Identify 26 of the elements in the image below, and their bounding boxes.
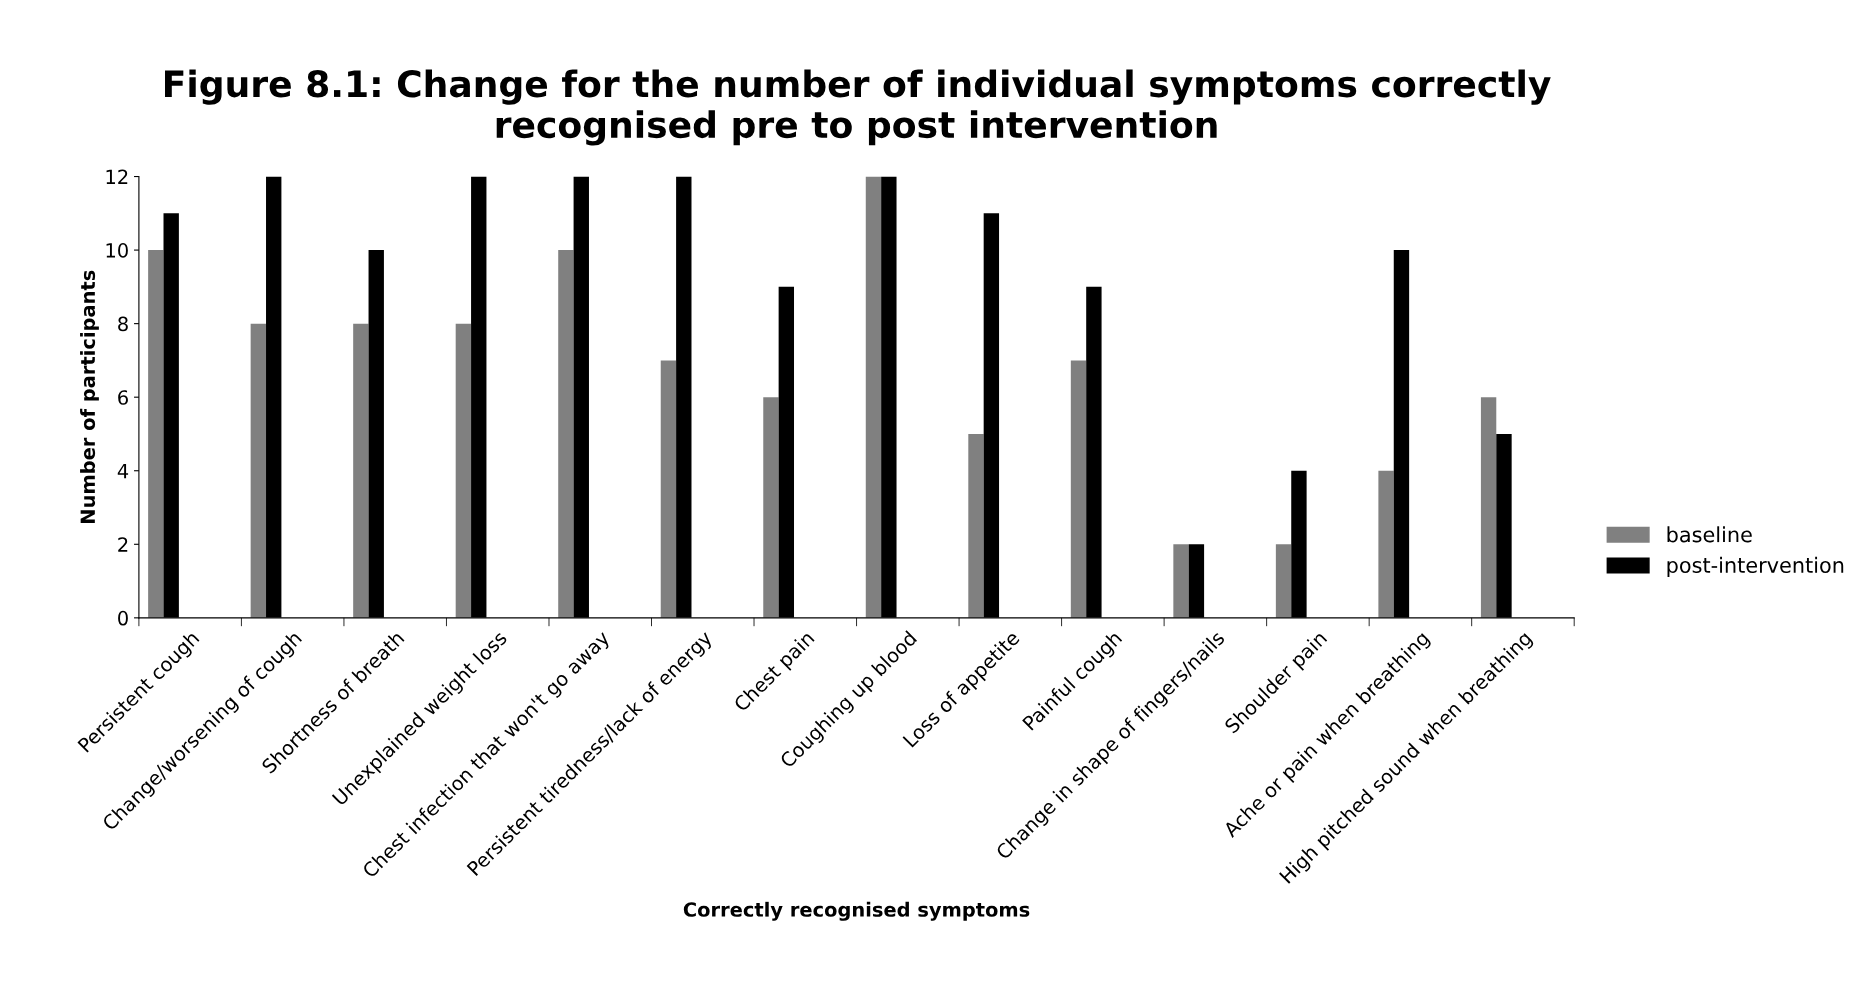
legend-label: baseline: [1667, 526, 1752, 543]
y-tick-label: 4: [117, 463, 129, 479]
y-tick-label: 12: [106, 169, 128, 184]
bar: [660, 360, 677, 618]
y-tick-label: 0: [118, 610, 128, 626]
bar: [250, 323, 267, 618]
y-axis-title: Number of participants: [80, 270, 99, 523]
y-tick-label: 2: [118, 537, 128, 552]
bar: [1173, 544, 1189, 618]
bar: [455, 323, 472, 618]
chart-title: Figure 8.1: Change for the number of individual symptoms correctly recognised pre to post intervention: [165, 69, 1551, 146]
y-tick-label: 10: [106, 243, 128, 258]
bar: [1070, 360, 1087, 618]
bar: [968, 433, 984, 618]
y-tick-label: 8: [118, 316, 128, 332]
bar: [353, 323, 369, 618]
x-axis-title: Correctly recognised symptoms: [683, 901, 1030, 921]
legend-label: post-intervention: [1667, 556, 1844, 578]
bar: [1378, 470, 1394, 618]
bar: [558, 250, 574, 618]
bar: [763, 397, 779, 618]
bar: [865, 176, 882, 618]
bar: [1275, 544, 1292, 618]
bar: [1480, 397, 1497, 618]
bar: [148, 250, 164, 618]
y-tick-label: 6: [118, 390, 128, 405]
